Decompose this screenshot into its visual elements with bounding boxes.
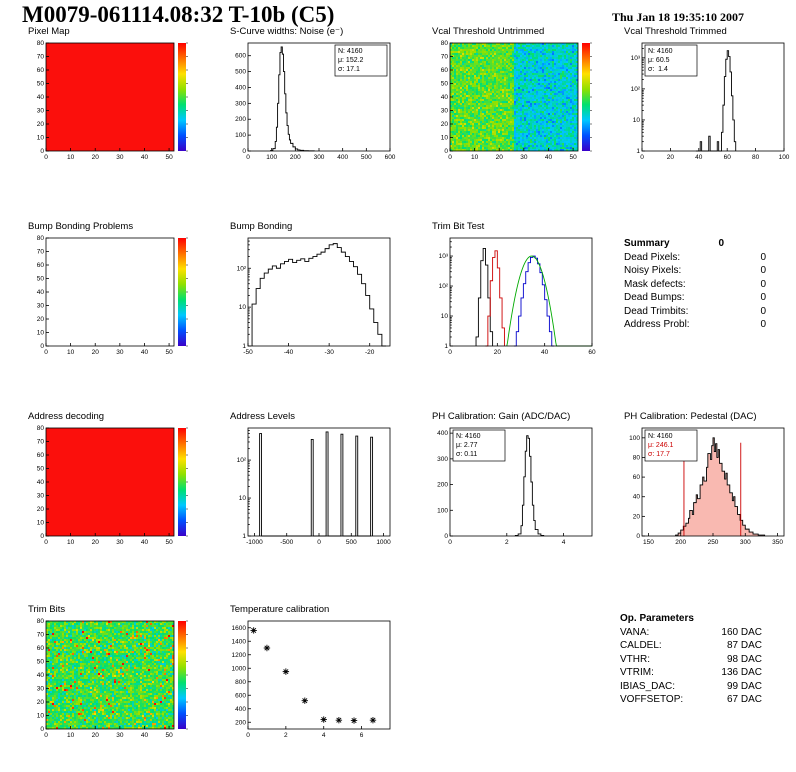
pixel-map-chart <box>20 38 198 166</box>
op-row-caldel: CALDEL: 87 DAC <box>620 639 762 653</box>
op-value: 67 DAC <box>726 694 762 705</box>
summary-row-mask-defects: Mask defects: 0 <box>624 278 766 292</box>
panel-address-levels: Address Levels <box>222 411 400 551</box>
chart-title: Bump Bonding <box>230 221 293 232</box>
op-row-vtrim: VTRIM: 136 DAC <box>620 666 762 680</box>
op-label: IBIAS_DAC: <box>620 680 676 692</box>
summary-label: Mask defects: <box>624 278 686 290</box>
op-row-voffsetop: VOFFSETOP: 67 DAC <box>620 693 762 707</box>
chart-title: Trim Bits <box>28 604 66 615</box>
address-levels-chart <box>222 423 400 551</box>
op-parameters-title: Op. Parameters <box>620 613 694 624</box>
summary-total: 0 <box>718 238 724 249</box>
chart-title: Address Levels <box>230 411 295 422</box>
op-label: VTHR: <box>620 653 650 665</box>
summary-row-dead-pixels: Dead Pixels: 0 <box>624 251 766 265</box>
chart-title: Vcal Threshold Untrimmed <box>432 26 545 37</box>
summary-label: Noisy Pixels: <box>624 265 682 276</box>
op-label: CALDEL: <box>620 640 662 651</box>
op-value: 136 DAC <box>721 667 762 678</box>
summary-value: 0 <box>760 319 766 330</box>
page-title: M0079-061114.08:32 T-10b (C5) <box>22 2 335 27</box>
trim-bit-test-chart <box>424 233 602 361</box>
panel-ph-gain: PH Calibration: Gain (ADC/DAC) <box>424 411 602 551</box>
timestamp: Thu Jan 18 19:35:10 2007 <box>612 10 745 24</box>
op-label: VTRIM: <box>620 667 654 678</box>
ph-gain-chart <box>424 423 602 551</box>
summary-value: 0 <box>760 265 766 276</box>
summary-row-address-probl: Address Probl: 0 <box>624 318 766 332</box>
op-value: 160 DAC <box>721 626 762 638</box>
summary-value: 0 <box>760 251 766 263</box>
summary-value: 0 <box>760 292 766 303</box>
op-parameters-panel: Op. Parameters VANA: 160 DAC CALDEL: 87 … <box>620 612 762 707</box>
panel-trim-bits: Trim Bits <box>20 604 198 744</box>
op-row-vthr: VTHR: 98 DAC <box>620 653 762 667</box>
panel-pixel-map: Pixel Map <box>20 26 198 166</box>
summary-row-dead-bumps: Dead Bumps: 0 <box>624 291 766 305</box>
chart-title: Pixel Map <box>28 26 70 37</box>
panel-ph-pedestal: PH Calibration: Pedestal (DAC) <box>616 411 794 551</box>
temperature-calibration-chart <box>222 616 400 744</box>
chart-title: Trim Bit Test <box>432 221 485 232</box>
chart-title: Bump Bonding Problems <box>28 221 134 232</box>
summary-title: Summary <box>624 238 670 249</box>
chart-title: Vcal Threshold Trimmed <box>624 26 727 37</box>
op-row-ibias-dac: IBIAS_DAC: 99 DAC <box>620 680 762 694</box>
address-decoding-chart <box>20 423 198 551</box>
ph-pedestal-chart <box>616 423 794 551</box>
summary-row-noisy-pixels: Noisy Pixels: 0 <box>624 264 766 278</box>
op-label: VOFFSETOP: <box>620 694 684 705</box>
op-value: 87 DAC <box>726 640 762 651</box>
chart-title: PH Calibration: Pedestal (DAC) <box>624 411 757 422</box>
summary-label: Dead Bumps: <box>624 292 685 303</box>
panel-temperature-calibration: Temperature calibration <box>222 604 400 744</box>
chart-title: S-Curve widths: Noise (e⁻) <box>230 26 344 37</box>
op-value: 98 DAC <box>726 653 762 665</box>
panel-bump-bonding-problems: Bump Bonding Problems <box>20 221 198 361</box>
trim-bits-chart <box>20 616 198 744</box>
summary-label: Dead Trimbits: <box>624 305 689 317</box>
op-row-vana: VANA: 160 DAC <box>620 626 762 640</box>
scurve-noise-chart <box>222 38 400 166</box>
panel-address-decoding: Address decoding <box>20 411 198 551</box>
vcal-untrimmed-chart <box>424 38 602 166</box>
bump-bonding-problems-chart <box>20 233 198 361</box>
summary-value: 0 <box>760 305 766 317</box>
chart-title: Address decoding <box>28 411 105 422</box>
panel-vcal-untrimmed: Vcal Threshold Untrimmed <box>424 26 602 166</box>
summary-panel: Summary 0 Dead Pixels: 0 Noisy Pixels: 0… <box>624 237 766 332</box>
summary-label: Dead Pixels: <box>624 251 681 263</box>
chart-title: Temperature calibration <box>230 604 330 615</box>
op-label: VANA: <box>620 626 650 638</box>
summary-value: 0 <box>760 278 766 290</box>
panel-trim-bit-test: Trim Bit Test <box>424 221 602 361</box>
panel-scurve-noise: S-Curve widths: Noise (e⁻) <box>222 26 400 166</box>
op-value: 99 DAC <box>726 680 762 692</box>
panel-bump-bonding: Bump Bonding <box>222 221 400 361</box>
panel-vcal-trimmed: Vcal Threshold Trimmed <box>616 26 794 166</box>
vcal-trimmed-chart <box>616 38 794 166</box>
bump-bonding-chart <box>222 233 400 361</box>
chart-title: PH Calibration: Gain (ADC/DAC) <box>432 411 571 422</box>
summary-row-dead-trimbits: Dead Trimbits: 0 <box>624 305 766 319</box>
summary-label: Address Probl: <box>624 319 690 330</box>
